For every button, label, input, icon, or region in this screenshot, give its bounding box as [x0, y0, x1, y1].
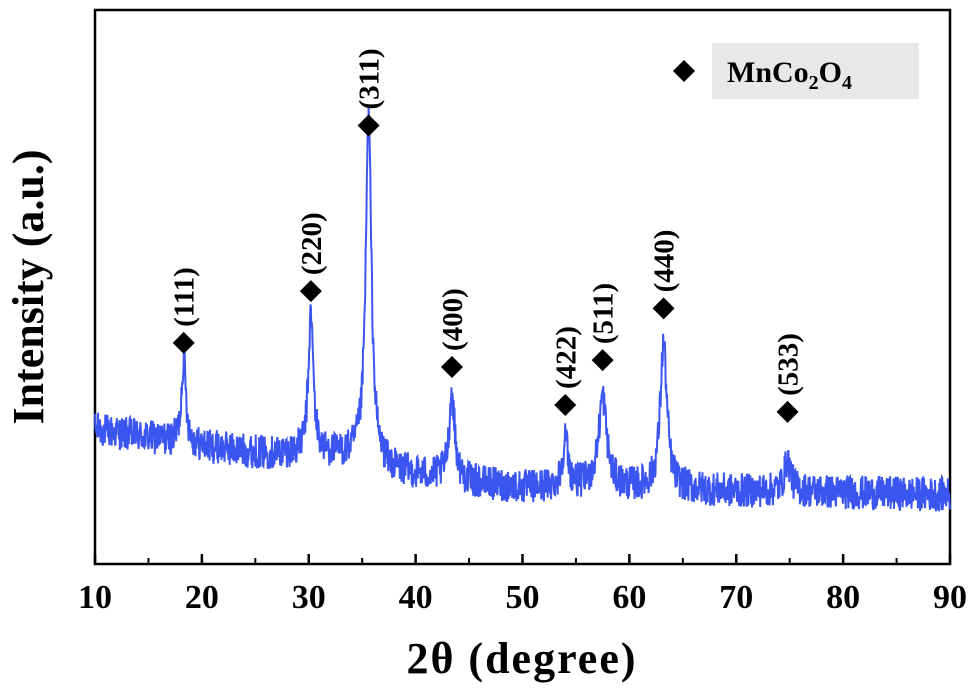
x-tick-label: 50	[506, 579, 540, 616]
peak-diamond-icon	[554, 393, 577, 416]
peak-label: (111)	[169, 267, 201, 327]
peak-label: (422)	[550, 326, 582, 389]
x-axis-title: 2θ (degree)	[406, 634, 637, 683]
y-axis-title: Intensity (a.u.)	[4, 149, 53, 424]
x-tick-label: 70	[719, 579, 753, 616]
peak-label: (440)	[649, 230, 681, 293]
peak-diamond-icon	[172, 331, 195, 354]
x-axis-ticks: 10 20 30 40 50 60 70 80 90	[78, 554, 967, 616]
peak-label: (511)	[588, 283, 620, 344]
legend: MnCo2O4	[673, 43, 919, 99]
peak-diamond-icon	[652, 297, 675, 320]
x-tick-label: 60	[612, 579, 646, 616]
x-tick-label: 30	[292, 579, 326, 616]
legend-diamond-icon	[673, 60, 695, 82]
peak-diamond-icon	[440, 356, 463, 378]
spectrum-line	[94, 106, 951, 512]
peak-label: (400)	[437, 288, 469, 351]
peak-label: (220)	[296, 212, 328, 275]
peak-diamond-icon	[357, 114, 380, 137]
x-tick-label: 40	[399, 579, 433, 616]
x-tick-label: 90	[933, 579, 967, 616]
peak-annotations: (111) (220) (311) (400) (422)(511) (440) (533)	[169, 48, 805, 423]
legend-box	[712, 43, 919, 99]
x-tick-label: 80	[826, 579, 860, 616]
x-tick-label: 20	[185, 579, 219, 616]
peak-diamond-icon	[776, 400, 799, 423]
legend-label: MnCo2O4	[727, 56, 852, 94]
peak-diamond-icon	[299, 280, 322, 303]
peak-label: (311)	[354, 48, 386, 109]
x-tick-label: 10	[78, 579, 112, 616]
peak-label: (533)	[773, 333, 805, 396]
peak-diamond-icon	[591, 349, 614, 372]
